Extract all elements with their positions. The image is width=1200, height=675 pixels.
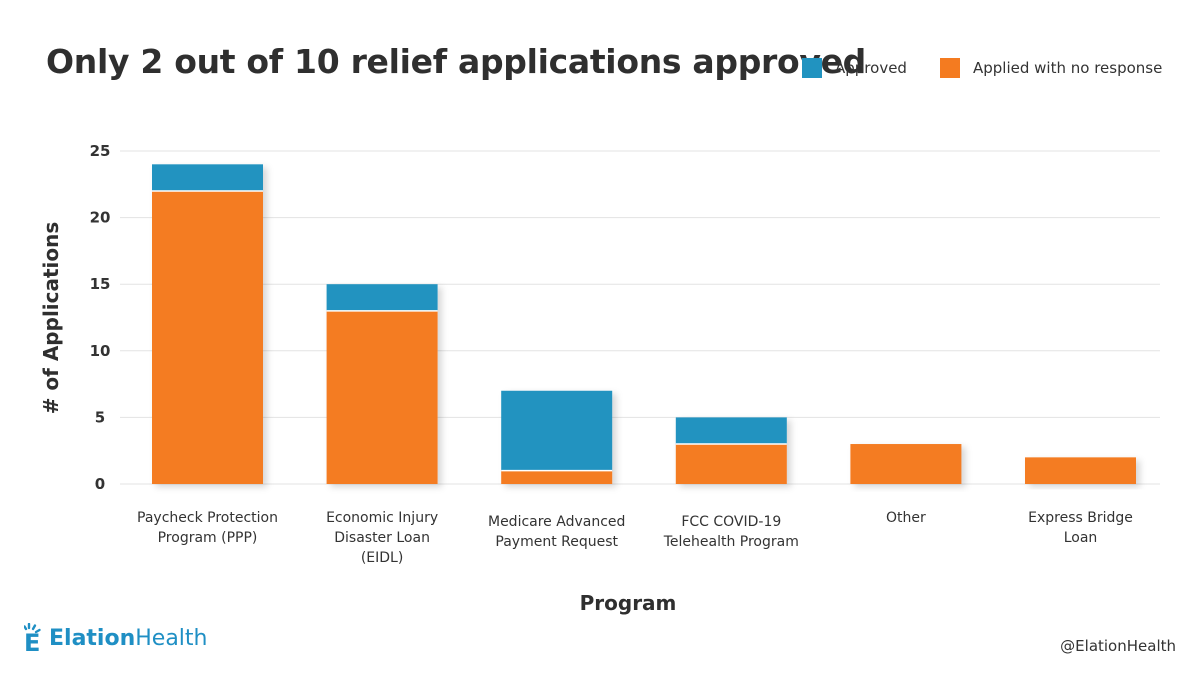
x-tick-label-1-line-2: (EIDL) <box>361 550 403 566</box>
logo-word-elation: Elation <box>49 625 136 651</box>
y-axis-title: # of Applications <box>39 222 63 415</box>
bar-pending-4 <box>850 444 962 484</box>
bar-group-3 <box>675 417 787 484</box>
x-tick-label-3-line-0: FCC COVID-19 <box>681 514 781 530</box>
elation-health-logo: E ElationHealth <box>24 623 208 653</box>
bar-pending-5 <box>1025 457 1136 484</box>
bar-pending-3 <box>675 444 787 484</box>
bar-pending-2 <box>501 470 613 484</box>
chart-gridlines <box>120 150 1160 485</box>
bar-pending-1 <box>326 310 438 484</box>
y-tick-label-20: 20 <box>90 209 111 227</box>
y-tick-label-5: 5 <box>95 408 105 426</box>
bar-group-4 <box>850 444 962 484</box>
x-tick-label-1-line-1: Disaster Loan <box>334 530 430 546</box>
chart-title: Only 2 out of 10 relief applications app… <box>46 42 866 81</box>
bar-pending-0 <box>152 190 263 484</box>
x-tick-label-2-line-1: Payment Request <box>495 534 618 550</box>
x-axis-title: Program <box>580 591 677 615</box>
x-tick-label-3-line-1: Telehealth Program <box>663 534 799 550</box>
legend-item-approved: Approved <box>802 58 907 78</box>
bar-approved-3 <box>675 417 787 445</box>
logo-word-health: Health <box>135 625 208 651</box>
legend-item-pending: Applied with no response <box>940 58 1162 78</box>
x-tick-label-0-line-1: Program (PPP) <box>158 530 258 546</box>
bar-approved-2 <box>501 390 613 471</box>
bar-group-5 <box>1025 457 1136 484</box>
x-tick-label-5-line-1: Loan <box>1064 530 1098 546</box>
x-tick-label-2-line-0: Medicare Advanced <box>488 514 625 530</box>
y-tick-label-10: 10 <box>90 342 111 360</box>
x-tick-label-0-line-0: Paycheck Protection <box>137 510 278 526</box>
y-tick-label-15: 15 <box>90 275 111 293</box>
bar-approved-1 <box>326 284 438 311</box>
legend-label-approved: Approved <box>835 59 907 77</box>
x-tick-label-1-line-0: Economic Injury <box>326 510 438 526</box>
bar-group-1 <box>326 284 438 484</box>
x-tick-label-5-line-0: Express Bridge <box>1028 510 1133 526</box>
sunburst-icon: E <box>24 623 41 653</box>
logo-wordmark: ElationHealth <box>49 626 208 651</box>
legend-swatch-pending <box>940 58 960 78</box>
chart-bars <box>152 164 1136 484</box>
x-axis-ticks: Paycheck Protection Program (PPP) Economic… <box>137 510 1133 566</box>
svg-text:E: E <box>24 629 40 653</box>
legend-swatch-approved <box>802 58 822 78</box>
y-axis-ticks: 0 5 10 15 20 25 <box>90 142 111 493</box>
y-tick-label-0: 0 <box>95 475 105 493</box>
bar-group-2 <box>501 390 613 484</box>
y-tick-label-25: 25 <box>90 142 111 160</box>
bar-group-0 <box>152 164 263 484</box>
social-handle: @ElationHealth <box>1060 637 1176 655</box>
legend-label-pending: Applied with no response <box>973 59 1163 77</box>
x-tick-label-4-line-0: Other <box>886 510 926 526</box>
bar-approved-0 <box>152 164 263 191</box>
